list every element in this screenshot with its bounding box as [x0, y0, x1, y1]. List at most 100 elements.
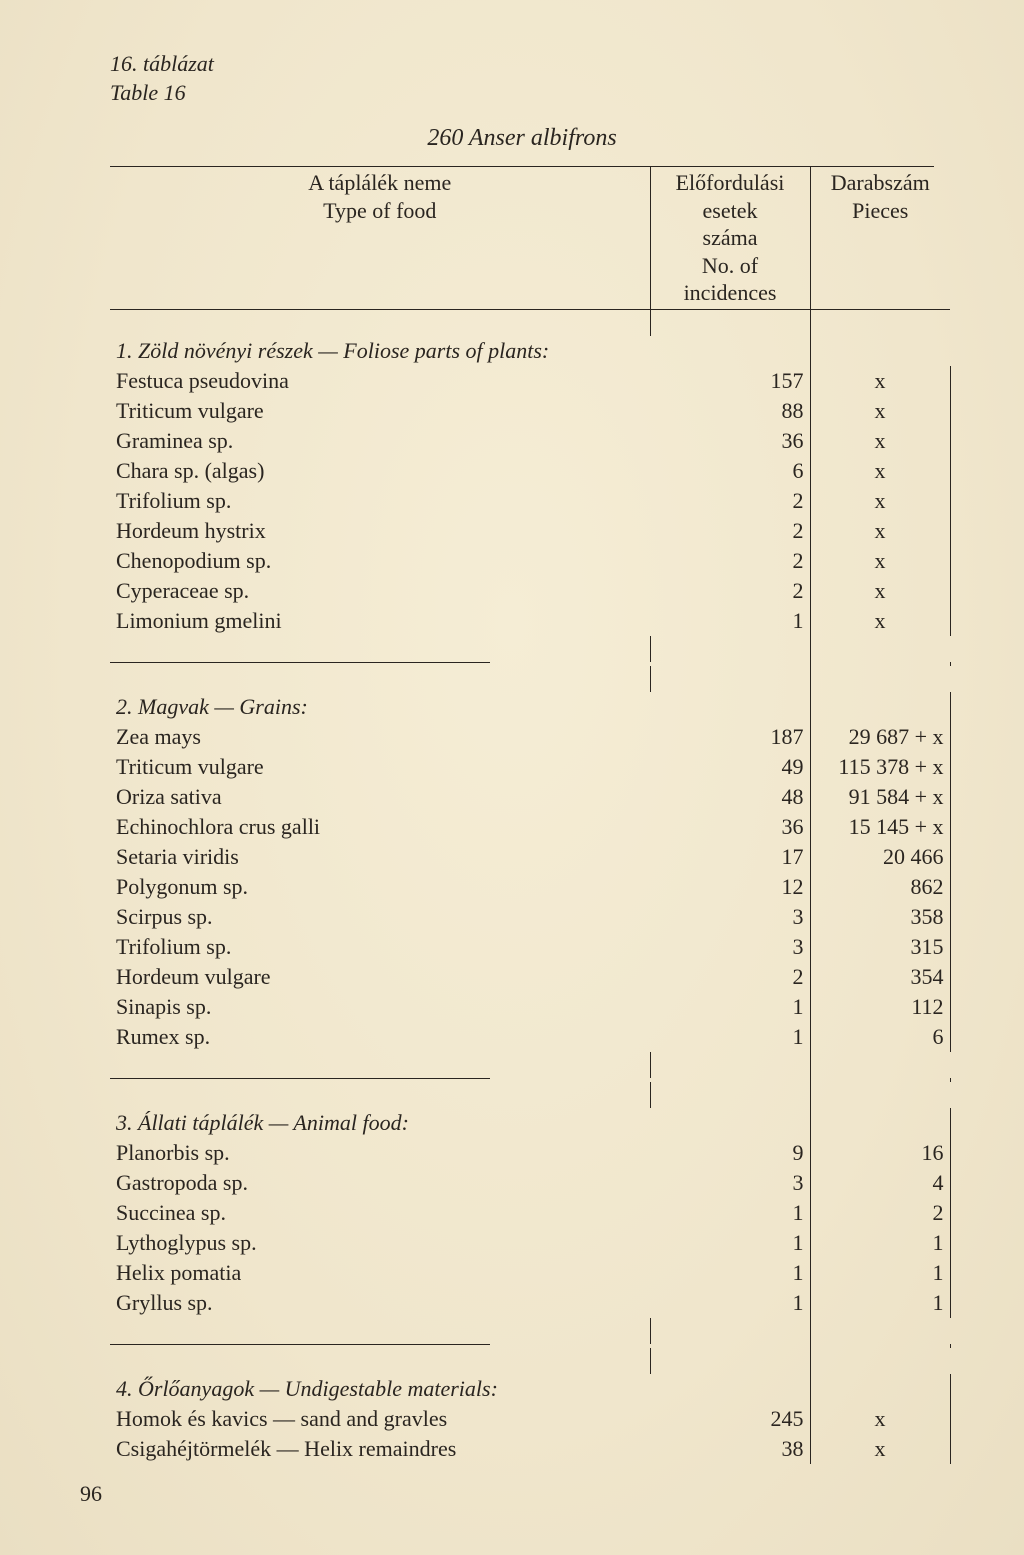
row-inc: 1: [650, 1198, 810, 1228]
row-name: Triticum vulgare: [110, 396, 650, 426]
header-col2-line1: Előfordulási esetek: [676, 170, 785, 223]
section-1-header: 1. Zöld növényi részek — Foliose parts o…: [110, 336, 950, 366]
table-row: Lythoglypus sp.11: [110, 1228, 950, 1258]
row-pc: 862: [810, 872, 950, 902]
row-name: Lythoglypus sp.: [110, 1228, 650, 1258]
table-row: Succinea sp.12: [110, 1198, 950, 1228]
row-pc: 1: [810, 1228, 950, 1258]
row-pc: 20 466: [810, 842, 950, 872]
section-2-header: 2. Magvak — Grains:: [110, 692, 950, 722]
row-pc: 15 145 + x: [810, 812, 950, 842]
header-row: A táplálék neme Type of food Előfordulás…: [110, 167, 950, 309]
row-name: Trifolium sp.: [110, 932, 650, 962]
table-row: Oriza sativa4891 584 + x: [110, 782, 950, 812]
row-pc: x: [810, 516, 950, 546]
row-inc: 36: [650, 812, 810, 842]
section-4-header: 4. Őrlőanyagok — Undigestable materials:: [110, 1374, 950, 1404]
row-inc: 2: [650, 486, 810, 516]
row-name: Echinochlora crus galli: [110, 812, 650, 842]
table-row: Zea mays18729 687 + x: [110, 722, 950, 752]
row-name: Trifolium sp.: [110, 486, 650, 516]
row-pc: x: [810, 426, 950, 456]
row-inc: 48: [650, 782, 810, 812]
row-name: Cyperaceae sp.: [110, 576, 650, 606]
row-name: Scirpus sp.: [110, 902, 650, 932]
header-col3: Darabszám Pieces: [810, 167, 950, 309]
row-inc: 2: [650, 576, 810, 606]
row-name: Graminea sp.: [110, 426, 650, 456]
page: 16. táblázat Table 16 260 Anser albifron…: [0, 0, 1024, 1555]
table-row: Hordeum hystrix2x: [110, 516, 950, 546]
table-row: Cyperaceae sp.2x: [110, 576, 950, 606]
table-row: Hordeum vulgare2354: [110, 962, 950, 992]
table-row: Homok és kavics — sand and gravles245x: [110, 1404, 950, 1434]
row-inc: 17: [650, 842, 810, 872]
row-inc: 1: [650, 992, 810, 1022]
row-pc: x: [810, 456, 950, 486]
row-pc: 29 687 + x: [810, 722, 950, 752]
table-row: Chara sp. (algas)6x: [110, 456, 950, 486]
row-pc: 1: [810, 1288, 950, 1318]
row-inc: 88: [650, 396, 810, 426]
row-name: Limonium gmelini: [110, 606, 650, 636]
row-pc: 112: [810, 992, 950, 1022]
row-pc: x: [810, 546, 950, 576]
row-inc: 1: [650, 1228, 810, 1258]
row-inc: 3: [650, 932, 810, 962]
row-name: Triticum vulgare: [110, 752, 650, 782]
page-number: 96: [80, 1481, 102, 1507]
row-pc: 16: [810, 1138, 950, 1168]
table-row: Echinochlora crus galli3615 145 + x: [110, 812, 950, 842]
row-pc: x: [810, 1434, 950, 1464]
row-inc: 2: [650, 546, 810, 576]
row-pc: 6: [810, 1022, 950, 1052]
table-row: Trifolium sp.2x: [110, 486, 950, 516]
row-inc: 36: [650, 426, 810, 456]
row-inc: 245: [650, 1404, 810, 1434]
row-name: Chenopodium sp.: [110, 546, 650, 576]
header-col2-line2: száma: [703, 225, 758, 250]
row-inc: 1: [650, 606, 810, 636]
row-inc: 49: [650, 752, 810, 782]
row-name: Csigahéjtörmelék — Helix remaindres: [110, 1434, 650, 1464]
row-name: Gryllus sp.: [110, 1288, 650, 1318]
row-pc: x: [810, 606, 950, 636]
row-name: Sinapis sp.: [110, 992, 650, 1022]
header-col1-line2: Type of food: [323, 198, 436, 223]
row-inc: 3: [650, 902, 810, 932]
table-row: Gastropoda sp.34: [110, 1168, 950, 1198]
row-inc: 1: [650, 1288, 810, 1318]
row-pc: 1: [810, 1258, 950, 1288]
row-name: Gastropoda sp.: [110, 1168, 650, 1198]
row-inc: 2: [650, 962, 810, 992]
table-row: Gryllus sp.11: [110, 1288, 950, 1318]
header-col2-line3: No. of incidences: [684, 253, 777, 306]
row-name: Festuca pseudovina: [110, 366, 650, 396]
table-label: Table 16: [110, 79, 934, 108]
section-3-header: 3. Állati táplálék — Animal food:: [110, 1108, 950, 1138]
section-2-title: 2. Magvak — Grains:: [110, 692, 650, 722]
section-1-title: 1. Zöld növényi részek — Foliose parts o…: [110, 336, 650, 366]
table-row: Triticum vulgare49115 378 + x: [110, 752, 950, 782]
header-col1: A táplálék neme Type of food: [110, 167, 650, 309]
header-col3-line1: Darabszám: [831, 170, 930, 195]
table-row: Polygonum sp.12862: [110, 872, 950, 902]
section-divider: [110, 1078, 490, 1079]
row-pc: x: [810, 366, 950, 396]
row-inc: 1: [650, 1258, 810, 1288]
row-inc: 6: [650, 456, 810, 486]
table-row: Graminea sp.36x: [110, 426, 950, 456]
row-name: Helix pomatia: [110, 1258, 650, 1288]
row-inc: 187: [650, 722, 810, 752]
row-pc: x: [810, 576, 950, 606]
row-name: Oriza sativa: [110, 782, 650, 812]
tablazat-label: 16. táblázat: [110, 50, 934, 79]
row-name: Hordeum hystrix: [110, 516, 650, 546]
data-table: A táplálék neme Type of food Előfordulás…: [110, 167, 951, 1464]
row-pc: x: [810, 486, 950, 516]
table-row: Rumex sp.16: [110, 1022, 950, 1052]
row-inc: 9: [650, 1138, 810, 1168]
table-row: Triticum vulgare88x: [110, 396, 950, 426]
table-row: Festuca pseudovina157x: [110, 366, 950, 396]
row-pc: 315: [810, 932, 950, 962]
